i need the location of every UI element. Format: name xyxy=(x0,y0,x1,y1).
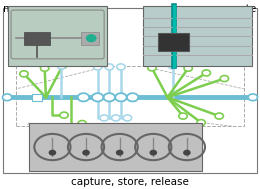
Circle shape xyxy=(215,113,223,119)
Bar xyxy=(9,6,107,66)
Bar xyxy=(158,33,190,51)
Circle shape xyxy=(83,150,89,155)
Bar xyxy=(143,6,251,66)
Circle shape xyxy=(197,120,205,126)
Circle shape xyxy=(78,93,89,101)
Circle shape xyxy=(123,115,132,121)
Text: capture, store, release: capture, store, release xyxy=(71,177,189,187)
Circle shape xyxy=(41,65,49,71)
Circle shape xyxy=(60,112,68,118)
Circle shape xyxy=(150,150,156,155)
Circle shape xyxy=(100,115,108,121)
Circle shape xyxy=(49,150,56,155)
Text: generate: generate xyxy=(210,4,257,13)
Bar xyxy=(29,123,203,171)
Circle shape xyxy=(168,63,177,69)
Circle shape xyxy=(3,94,12,101)
Circle shape xyxy=(78,121,86,127)
Circle shape xyxy=(94,64,102,70)
Bar xyxy=(24,32,50,45)
Text: merge: merge xyxy=(3,4,37,13)
Circle shape xyxy=(20,71,28,77)
Circle shape xyxy=(202,70,211,76)
Bar xyxy=(81,32,99,45)
Bar xyxy=(3,8,257,173)
Circle shape xyxy=(184,150,190,155)
Circle shape xyxy=(179,113,187,119)
Circle shape xyxy=(87,35,96,42)
Bar xyxy=(16,66,244,126)
Circle shape xyxy=(115,93,127,101)
Circle shape xyxy=(127,93,138,101)
Circle shape xyxy=(105,64,114,70)
Circle shape xyxy=(220,76,229,82)
Circle shape xyxy=(58,62,67,68)
Circle shape xyxy=(57,63,66,69)
Circle shape xyxy=(104,93,115,101)
Circle shape xyxy=(116,150,123,155)
Bar xyxy=(32,94,42,101)
Circle shape xyxy=(184,65,192,71)
Circle shape xyxy=(148,65,156,71)
Circle shape xyxy=(248,94,257,101)
Circle shape xyxy=(117,64,125,70)
Circle shape xyxy=(112,115,120,121)
Circle shape xyxy=(92,93,103,101)
